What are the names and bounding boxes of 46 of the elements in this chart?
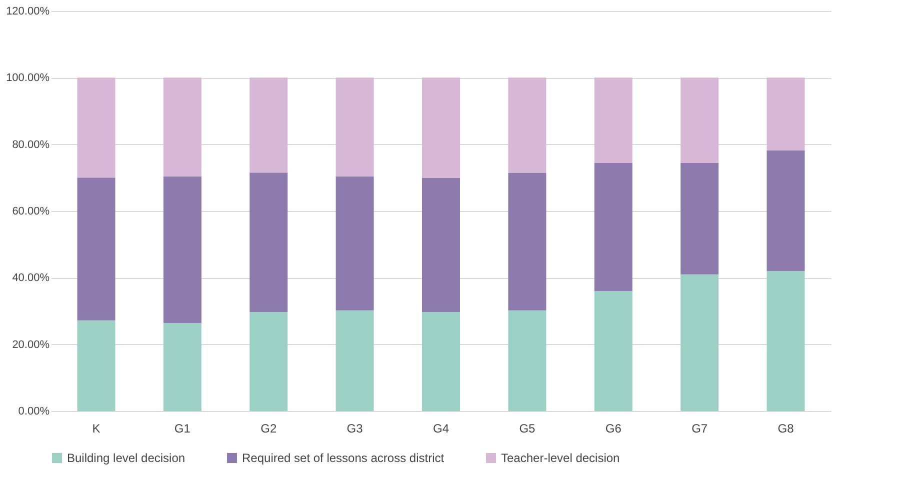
bar [508, 173, 546, 310]
bar [766, 78, 805, 150]
x-tick-label: K [92, 422, 100, 436]
legend-label: Building level decision [67, 451, 186, 465]
x-tick-label: G3 [346, 422, 364, 436]
bar [77, 320, 116, 411]
x-tick-label: G5 [519, 422, 536, 436]
bar [766, 150, 805, 271]
legend-label: Required set of lessons across district [242, 451, 445, 465]
bar [508, 78, 546, 173]
bar [250, 312, 288, 411]
bar [250, 172, 288, 312]
y-tick-label: 40.00% [12, 272, 50, 284]
bar [77, 78, 116, 178]
bar [336, 310, 374, 411]
bar [680, 78, 719, 163]
bar [163, 176, 202, 323]
y-tick-label: 80.00% [12, 138, 50, 151]
bar [163, 78, 202, 176]
bar [594, 78, 632, 163]
bar [336, 78, 374, 176]
x-tick-label: G4 [432, 422, 450, 436]
y-tick-label: 100.00% [6, 72, 50, 84]
bar [594, 163, 632, 291]
bar [250, 78, 288, 173]
bar [422, 78, 460, 178]
y-tick-label: 60.00% [12, 206, 50, 218]
bar [680, 274, 719, 411]
bar [680, 163, 719, 274]
bar [766, 271, 805, 411]
x-tick-label: G7 [692, 422, 708, 436]
y-tick-label: 120.00% [6, 6, 50, 18]
bar [77, 178, 116, 320]
x-tick-label: G1 [174, 422, 191, 436]
x-tick-label: G8 [778, 422, 794, 436]
bar [508, 310, 546, 411]
bar [422, 312, 460, 411]
y-tick-label: 0.00% [18, 406, 50, 418]
bar [594, 291, 632, 411]
bar [336, 176, 374, 310]
x-tick-label: G2 [260, 422, 277, 436]
x-tick-label: G6 [605, 422, 622, 436]
y-tick-label: 20.00% [12, 338, 50, 351]
bar [163, 323, 202, 411]
bar [422, 178, 460, 312]
legend-label: Teacher-level decision [501, 451, 620, 465]
